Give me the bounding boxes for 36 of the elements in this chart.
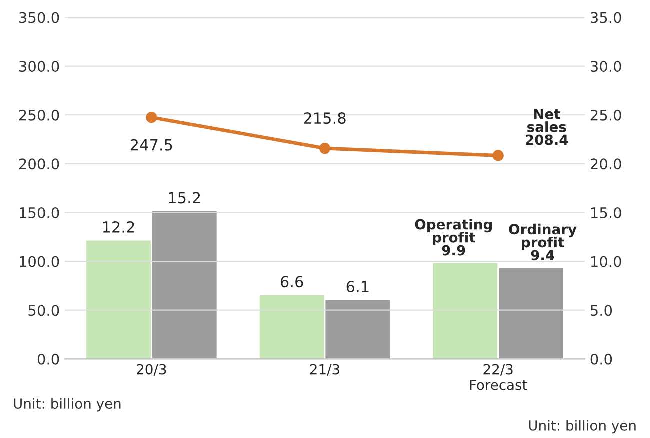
y2-tick-label: 35.0	[590, 12, 622, 24]
y2-tick-label: 5.0	[590, 305, 612, 316]
data-label: 208.4	[526, 134, 568, 146]
y-tick-label: 150.0	[20, 207, 60, 218]
text: Net sales	[528, 109, 566, 132]
point	[146, 112, 158, 124]
x-tick-label: 21/3	[310, 364, 340, 376]
y2-tick-label: 30.0	[590, 61, 622, 72]
y-tick-label: 250.0	[19, 110, 60, 121]
series-label: Ordinary profit	[509, 224, 577, 250]
series-label: Operating profit	[415, 219, 492, 246]
point	[492, 150, 504, 162]
y-tick-label: 350.0	[20, 12, 60, 24]
y2-tick-label: 15.0	[591, 207, 622, 218]
text: Unit: billion yen	[14, 398, 121, 412]
y-tick-label: 100.0	[20, 256, 60, 268]
y-tick-label: 50.0	[28, 305, 60, 316]
data-label: 247.5	[130, 139, 172, 151]
point	[319, 142, 331, 154]
data-label: 6.6	[280, 276, 304, 288]
y2-tick-label: 10.0	[591, 256, 622, 268]
text: Unit: billion yen	[529, 420, 636, 434]
y2-tick-label: 0.0	[590, 354, 612, 365]
data-label: 15.2	[169, 192, 200, 204]
data-label: 9.9	[442, 245, 466, 256]
y2-tick-label: 25.0	[590, 110, 622, 121]
data-label: 9.4	[531, 250, 554, 261]
data-label: 6.1	[346, 281, 369, 293]
data-label: 215.8	[304, 112, 346, 124]
y-tick-label: 300.0	[20, 61, 60, 72]
y-tick-label: 0.0	[38, 354, 60, 365]
y2-tick-label: 20.0	[590, 158, 622, 170]
y-tick-label: 200.0	[19, 158, 60, 170]
data-label: 12.2	[103, 221, 134, 233]
x-tick-label: 20/3	[137, 364, 166, 376]
x-tick-label: 22/3 Forecast	[470, 364, 528, 390]
